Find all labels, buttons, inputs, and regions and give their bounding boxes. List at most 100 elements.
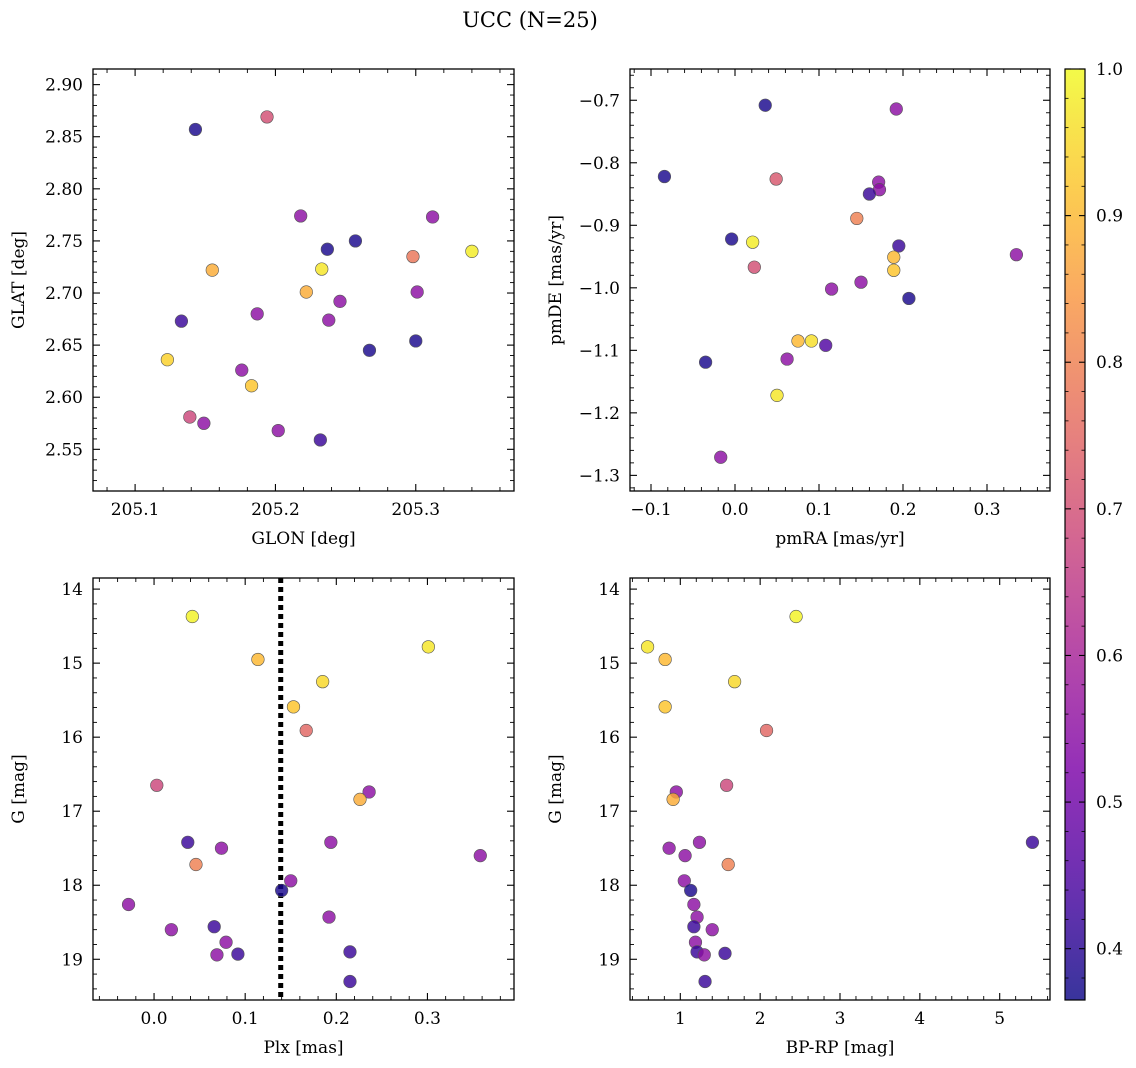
scatter-point	[850, 211, 864, 226]
scatter-point	[678, 849, 692, 863]
scatter-point	[887, 250, 901, 264]
scatter-point	[188, 122, 203, 137]
x-tick-label: 0.3	[973, 500, 1000, 520]
scatter-point	[406, 249, 420, 264]
scatter-point	[759, 723, 774, 738]
y-tick-label: −1.2	[579, 404, 620, 424]
scatter-point	[720, 778, 734, 792]
scatter-point	[758, 98, 772, 112]
scatter-point	[315, 262, 329, 276]
scatter-point	[183, 410, 197, 424]
scatter-point	[160, 353, 174, 367]
colorbar-tick-label: 1.0	[1096, 60, 1123, 80]
scatter-point	[657, 169, 672, 184]
scatter-points	[657, 98, 1024, 464]
scatter-point	[662, 841, 676, 855]
scatter-point	[353, 792, 367, 806]
scatter-point	[791, 334, 805, 348]
y-tick-label: 2.60	[45, 388, 83, 408]
y-axis-label: G [mag]	[546, 754, 566, 823]
x-tick-label: 1	[675, 1009, 686, 1029]
x-axis-label: pmRA [mas/yr]	[775, 529, 904, 549]
x-tick-label: 0.1	[805, 500, 832, 520]
y-tick-label: 14	[598, 580, 620, 600]
scatter-point	[185, 609, 199, 624]
y-tick-label: 2.65	[45, 336, 83, 356]
scatter-point	[207, 920, 221, 934]
scatter-point	[244, 379, 259, 393]
y-tick-label: −1.1	[579, 341, 620, 361]
y-tick-label: −1.3	[579, 466, 620, 486]
y-tick-label: 14	[61, 580, 83, 600]
scatter-point	[205, 263, 219, 277]
y-axis-label: G [mag]	[9, 754, 29, 823]
colorbar: 0.4 0.5 0.6 0.7 0.8 0.9 1.0	[1064, 60, 1123, 1001]
panel-bottom-right: 1 2 3 4 5 14 15 16 17 18 19 BP-RP [mag] G [mag]	[546, 577, 1051, 1058]
x-tick-label: 205.2	[251, 500, 300, 520]
scatter-point	[824, 282, 839, 296]
scatter-point	[348, 234, 363, 248]
colorbar-tick-label: 0.5	[1096, 793, 1123, 813]
scatter-point	[322, 313, 336, 327]
scatter-point	[780, 352, 794, 366]
scatter-point	[250, 307, 264, 321]
scatter-points	[160, 110, 479, 447]
y-tick-label: 17	[61, 802, 83, 822]
scatter-point	[316, 675, 330, 689]
scatter-point	[747, 260, 761, 274]
y-tick-label: −0.9	[579, 216, 620, 236]
scatter-point	[410, 285, 424, 299]
scatter-point	[718, 946, 732, 960]
scatter-point	[362, 785, 376, 799]
panel-bottom-left: 0.0 0.1 0.2 0.3 14 15 16 17 18 19 Plx [mas] G [mag]	[9, 577, 515, 1058]
x-tick-label: 0.2	[889, 500, 916, 520]
scatter-point	[343, 945, 357, 959]
y-tick-label: 2.85	[45, 128, 83, 148]
scatter-point	[698, 974, 712, 989]
scatter-point	[362, 343, 377, 357]
x-tick-label: 0.0	[721, 500, 748, 520]
scatter-point	[197, 416, 211, 430]
scatter-point	[658, 652, 672, 667]
y-tick-label: −0.7	[579, 91, 620, 111]
scatter-point	[219, 935, 233, 949]
y-tick-label: 16	[598, 728, 620, 748]
x-tick-label: 4	[914, 1009, 925, 1029]
scatter-point	[640, 640, 655, 654]
scatter-point	[677, 874, 691, 888]
y-tick-label: 19	[61, 950, 83, 970]
scatter-point	[692, 835, 707, 849]
x-tick-label: 0.1	[232, 1009, 259, 1029]
y-tick-label: −0.8	[579, 154, 620, 174]
scatter-point	[721, 857, 735, 872]
y-tick-label: 19	[598, 950, 620, 970]
scatter-point	[343, 974, 357, 989]
scatter-point	[902, 291, 916, 306]
y-tick-label: 2.70	[45, 284, 83, 304]
scatter-point	[324, 835, 338, 849]
scatter-point	[705, 923, 719, 937]
scatter-point	[1009, 248, 1024, 262]
y-tick-label: 17	[598, 802, 620, 822]
scatter-point	[854, 275, 868, 289]
x-tick-label: 3	[835, 1009, 846, 1029]
scatter-points	[640, 609, 1040, 989]
scatter-points	[121, 609, 487, 989]
axes-frame	[92, 577, 515, 1001]
y-axis-label: GLAT [deg]	[9, 231, 29, 329]
scatter-point	[421, 640, 435, 654]
colorbar-tick-label: 0.8	[1096, 353, 1123, 373]
colorbar-tick-label: 0.4	[1096, 940, 1123, 960]
y-tick-label: −1.0	[579, 279, 620, 299]
scatter-point	[284, 874, 298, 888]
scatter-point	[728, 675, 742, 689]
scatter-point	[214, 841, 229, 855]
x-axis-label: GLON [deg]	[251, 529, 355, 549]
scatter-point	[862, 187, 877, 201]
x-tick-label: 0.0	[141, 1009, 168, 1029]
scatter-point	[465, 244, 479, 258]
scatter-point	[426, 210, 440, 224]
scatter-point	[121, 897, 136, 912]
scatter-point	[320, 242, 334, 256]
panel-top-right: −0.1 0.0 0.1 0.2 0.3 −1.3 −1.2 −1.1 −1.0 −0.9 −0.8…	[546, 68, 1051, 549]
